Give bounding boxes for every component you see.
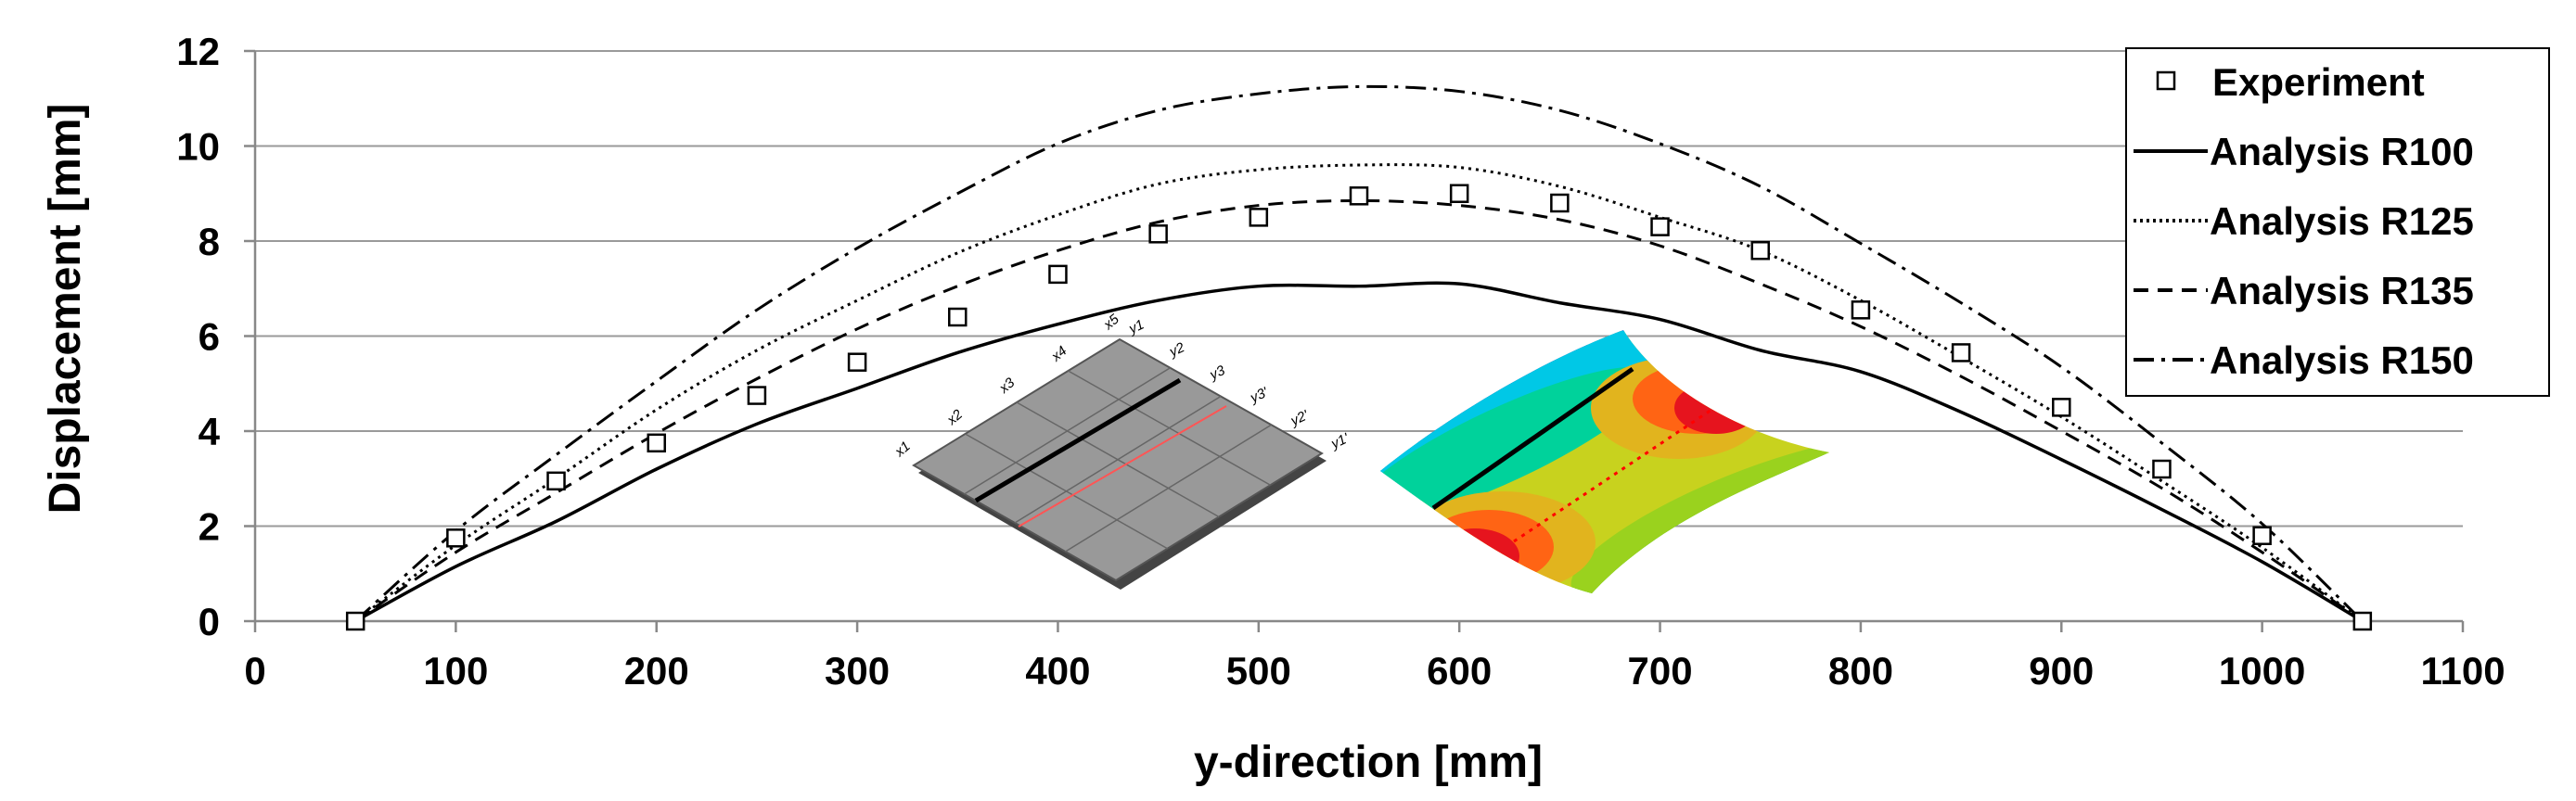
plate-label-x3: x3 (995, 375, 1018, 397)
experiment-point-1000 (2252, 526, 2272, 545)
experiment-point-350 (948, 307, 968, 327)
plate-label-x5: x5 (1100, 311, 1122, 333)
y-tick-label-10: 10 (176, 125, 220, 169)
experiment-point-150 (546, 471, 566, 491)
series-line-analysis-r150 (354, 84, 2364, 623)
x-tick-label-500: 500 (1226, 649, 1291, 693)
plate-section-line (974, 377, 1182, 503)
y-axis-title: Displacement [mm] (41, 104, 90, 515)
x-tick-label-1100: 1100 (2420, 649, 2505, 693)
x-tick-label-400: 400 (1025, 649, 1090, 693)
legend-label-experiment: Experiment (2212, 60, 2425, 104)
axes (244, 49, 2465, 632)
plate-grid (964, 367, 1272, 553)
series-line-analysis-r100 (354, 281, 2364, 623)
x-tick-label-600: 600 (1427, 649, 1492, 693)
x-tick-label-900: 900 (2029, 649, 2094, 693)
contour-band-red-bottom (1424, 510, 1554, 584)
experiment-point-450 (1148, 224, 1168, 244)
contour-section-line (1431, 366, 1634, 511)
series-line-analysis-r135 (354, 198, 2364, 623)
legend-label-r135: Analysis R135 (2210, 269, 2474, 312)
x-tick-label-0: 0 (244, 649, 265, 693)
plate-label-x4: x4 (1048, 343, 1070, 365)
x-axis-title: y-direction [mm] (1194, 738, 1543, 787)
experiment-point-550 (1349, 186, 1369, 206)
x-tick-label-800: 800 (1828, 649, 1893, 693)
plate-label-y2p: y2' (1288, 407, 1312, 429)
experiment-point-500 (1249, 208, 1269, 227)
experiment-point-1050 (2352, 611, 2373, 631)
x-tick-label-200: 200 (624, 649, 689, 693)
experiment-point-650 (1550, 193, 1570, 213)
legend-label-r150: Analysis R150 (2210, 338, 2474, 382)
experiment-point-400 (1048, 264, 1068, 285)
legend-label-r100: Analysis R100 (2210, 130, 2474, 173)
experiment-point-100 (446, 528, 466, 548)
experiment-point-950 (2152, 459, 2172, 479)
experiment-point-850 (1951, 343, 1971, 362)
plate-gridline-a-3 (1068, 370, 1271, 486)
y-tick-label-4: 4 (199, 410, 221, 453)
experiment-point-900 (2052, 398, 2071, 417)
experiment-point-50 (345, 611, 365, 631)
y-tick-label-0: 0 (199, 600, 220, 643)
experiment-point-600 (1449, 184, 1469, 203)
legend-label-r125: Analysis R125 (2210, 199, 2474, 243)
contour-section-dotted (1513, 406, 1715, 543)
experiment-point-300 (847, 352, 867, 372)
plate-label-y3: y3 (1207, 362, 1228, 384)
plate-label-y1p: y1' (1328, 430, 1352, 452)
plate-gridline-b-3 (1065, 424, 1272, 553)
legend-box (2125, 47, 2550, 397)
contour-band-darkred-bottom (1430, 528, 1519, 584)
x-tick-label-1000: 1000 (2219, 649, 2305, 693)
plate-gridline-b-2 (1014, 395, 1222, 524)
y-tick-labels: 0 2 4 6 8 10 12 (176, 30, 220, 643)
x-tick-label-700: 700 (1628, 649, 1693, 693)
y-tick-label-12: 12 (176, 30, 220, 73)
legend-marker-experiment (2156, 70, 2176, 91)
experiment-point-800 (1851, 300, 1871, 320)
experiment-point-750 (1750, 241, 1770, 261)
y-tick-label-6: 6 (199, 315, 220, 359)
plate-section-dotted (1018, 405, 1227, 528)
y-tick-label-2: 2 (199, 505, 220, 549)
experiment-point-250 (747, 386, 767, 405)
series-line-analysis-r125 (354, 163, 2364, 623)
plate-label-y2: y2 (1166, 339, 1187, 361)
plate-label-y1: y1 (1126, 317, 1147, 338)
x-tick-label-100: 100 (423, 649, 488, 693)
plate-label-y3p: y3' (1247, 384, 1271, 406)
y-tick-label-8: 8 (199, 220, 220, 263)
plate-label-x1: x1 (891, 439, 914, 461)
plate-label-x2: x2 (943, 406, 966, 428)
experiment-point-700 (1650, 217, 1670, 236)
experiment-markers (345, 184, 2373, 631)
series-lines (354, 84, 2364, 623)
plate-diagram-inset: x1 x2 x3 x4 x5 y1 y2 y3 y3' y2' y1' (891, 311, 1352, 590)
legend: Experiment Analysis R100 Analysis R125 A… (2125, 47, 2550, 397)
experiment-point-200 (647, 433, 666, 453)
x-tick-labels: 0 100 200 300 400 500 600 700 800 900 1000 1100 (244, 649, 2505, 693)
contour-band-darkred-top (1674, 382, 1758, 434)
x-tick-label-300: 300 (825, 649, 890, 693)
